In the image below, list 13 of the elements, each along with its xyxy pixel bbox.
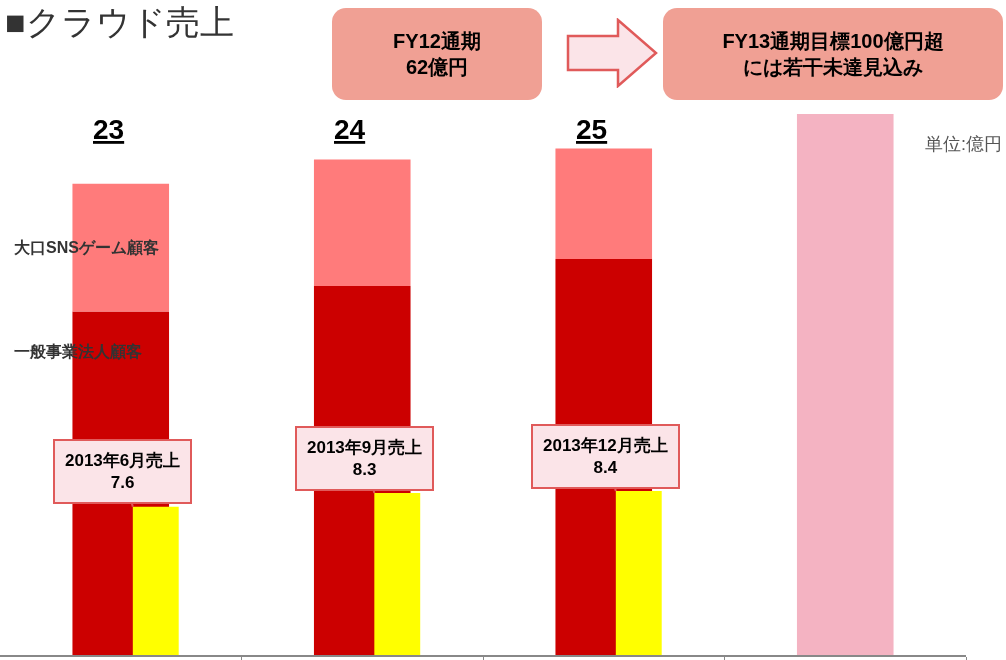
bar [796,114,894,655]
annotation: 単位:億円 [924,133,1002,156]
annotation: 23 [93,114,125,145]
data-label: 2013年9月売上 8.3 [307,438,423,480]
text: FY13通期目標100億円超には若干未達見込み [721,29,945,80]
bar [555,148,653,259]
annotation: 25 [576,114,608,145]
data-label: 2013年6月売上 7.6 [65,451,181,493]
annotation: 24 [334,114,366,145]
data-label: 2013年12月売上 8.4 [543,436,668,478]
text: FY12通期 62億円 [392,29,482,80]
bar [313,159,411,287]
chart-title: ■クラウド売上 [5,2,234,41]
